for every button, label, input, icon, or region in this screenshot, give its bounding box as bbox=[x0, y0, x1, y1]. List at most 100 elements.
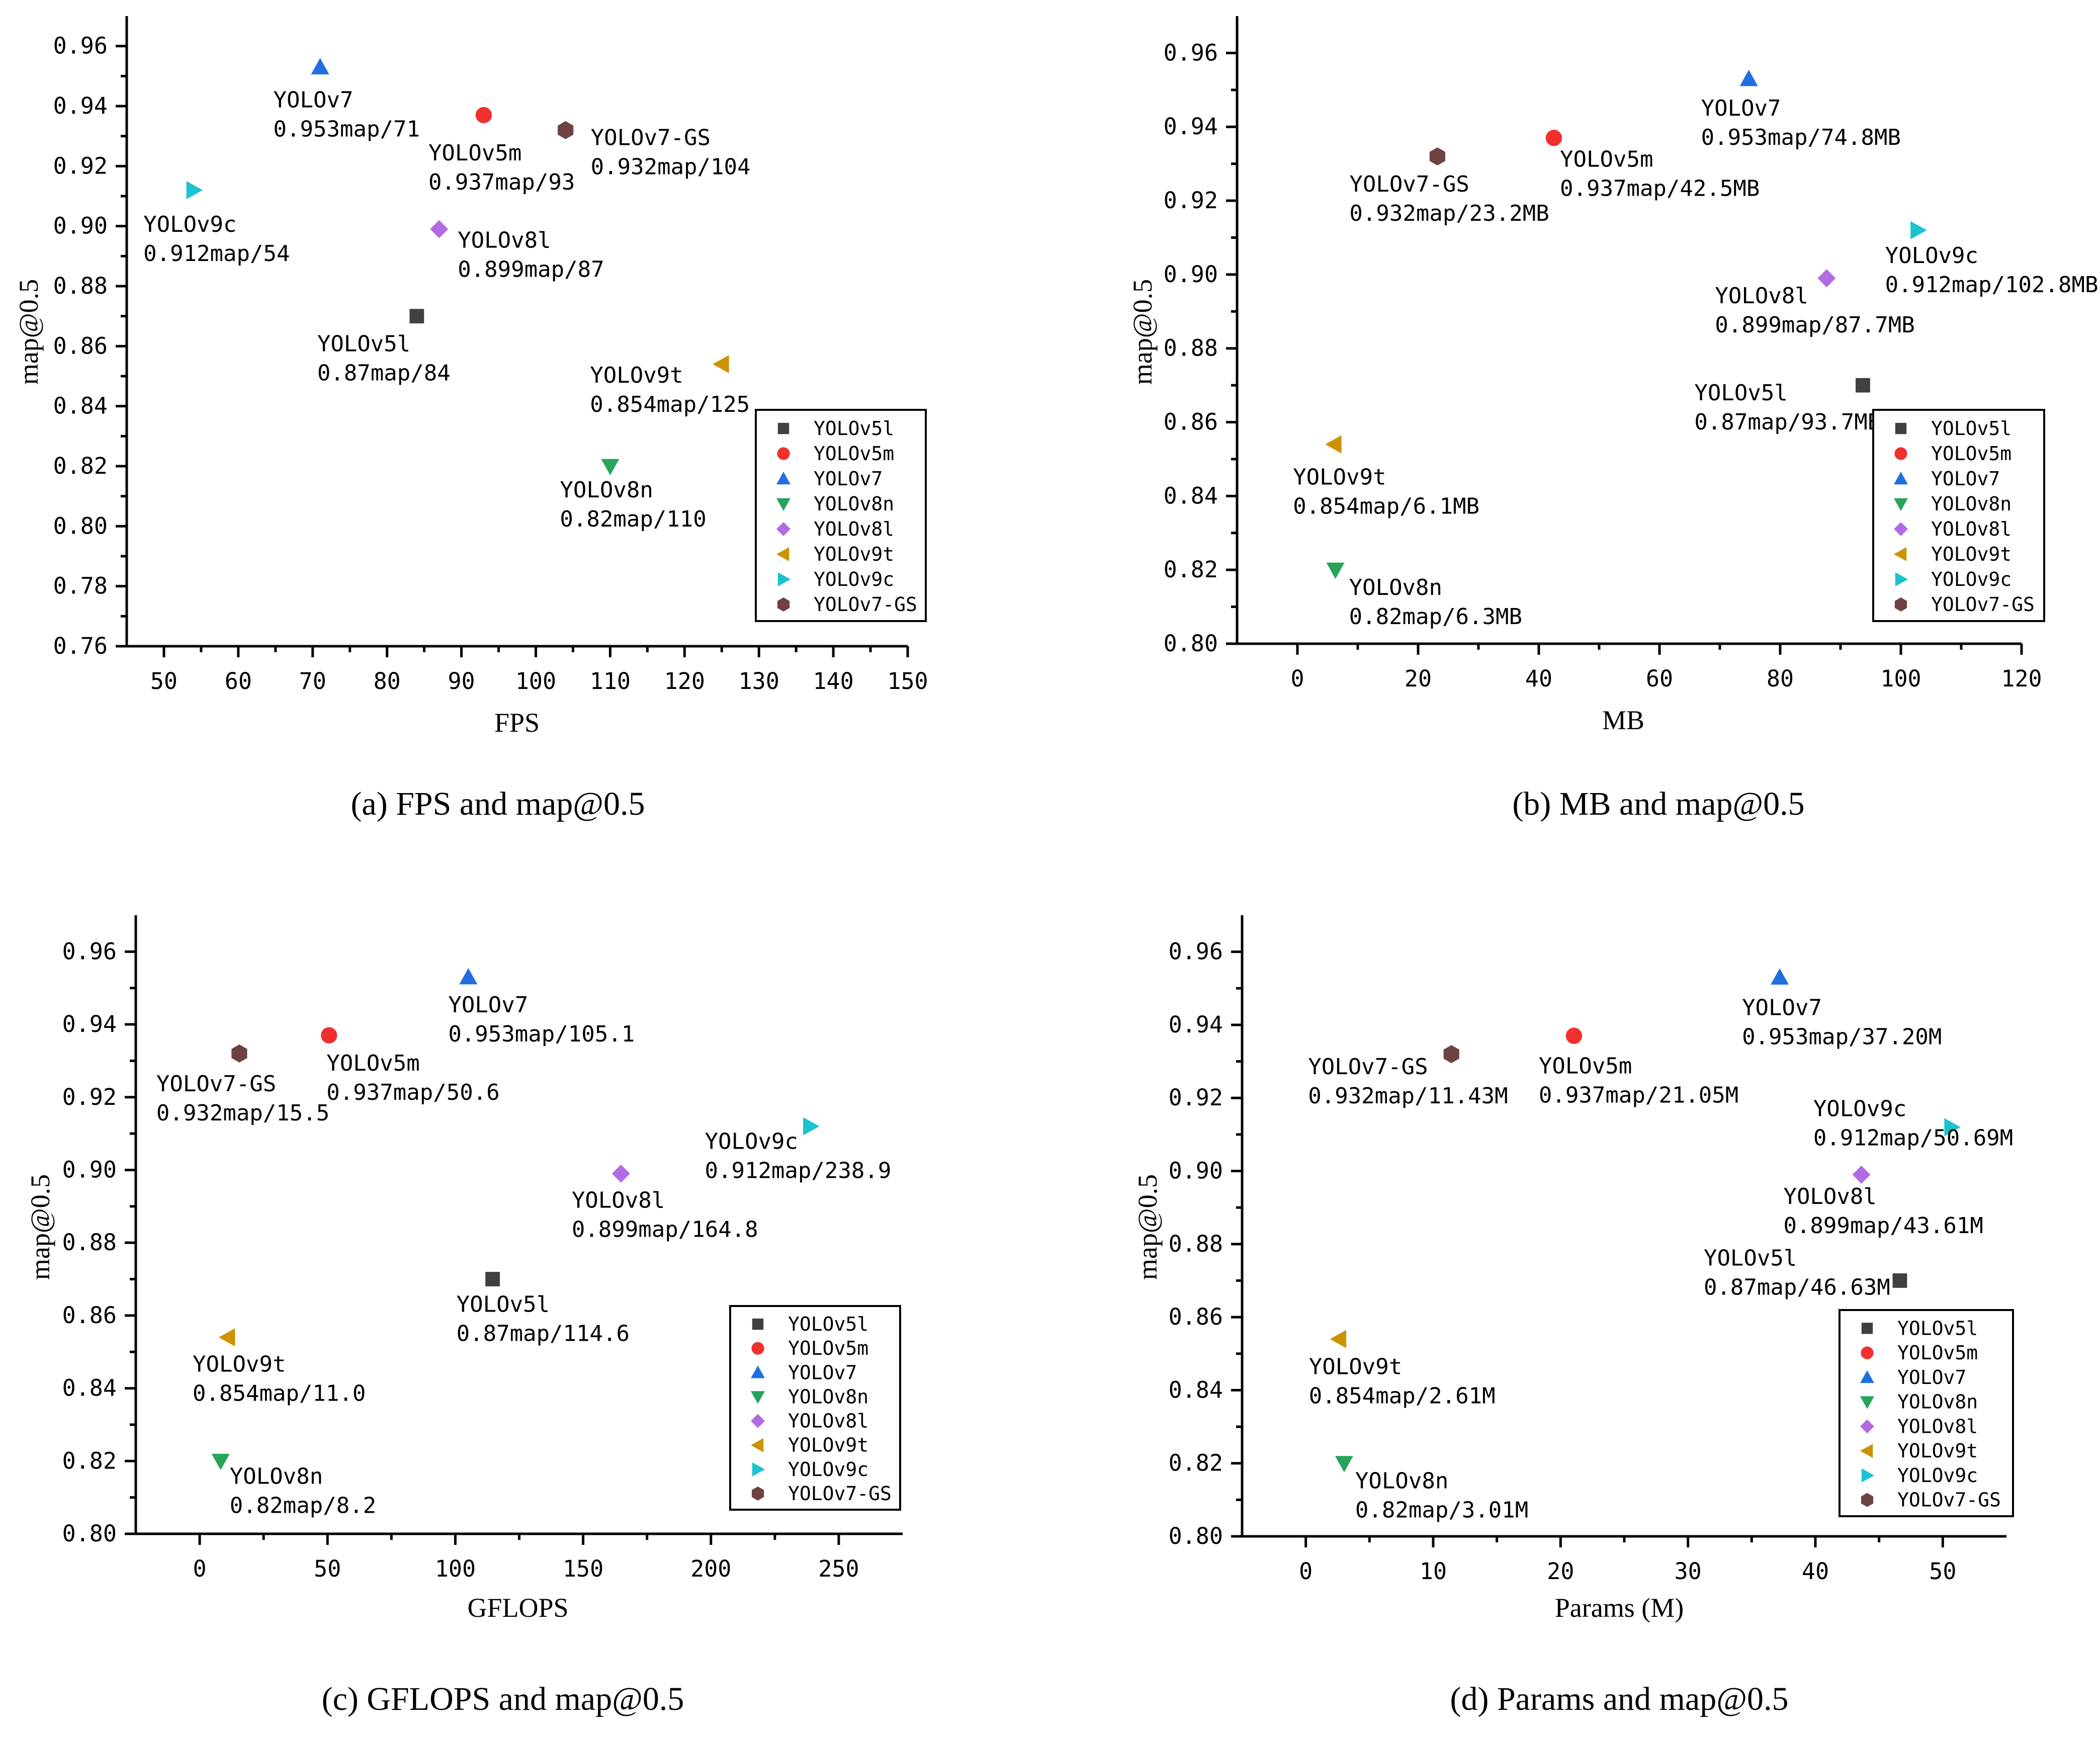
point-label-value: 0.854map/2.61M bbox=[1309, 1383, 1496, 1409]
y-tick-label: 0.84 bbox=[1164, 482, 1218, 509]
data-point-yolov8l bbox=[1817, 269, 1836, 288]
y-tick-label: 0.86 bbox=[53, 332, 108, 359]
panel-caption: (c) GFLOPS and map@0.5 bbox=[322, 1681, 684, 1717]
y-tick-label: 0.80 bbox=[53, 512, 108, 539]
legend-marker-yolov8l bbox=[751, 1414, 765, 1428]
point-label-value: 0.87map/46.63M bbox=[1704, 1274, 1890, 1300]
legend-label: YOLOv7-GS bbox=[788, 1483, 892, 1505]
y-tick-label: 0.94 bbox=[53, 93, 108, 119]
x-tick-label: 130 bbox=[739, 668, 779, 694]
point-label-value: 0.854map/125 bbox=[590, 392, 750, 417]
x-tick-label: 40 bbox=[1802, 1558, 1829, 1585]
chart-panel-3: 0.80 0.82 0.84 0.86 0.88 0.90 0.92 0.94 0.96 0 50 1… bbox=[25, 915, 903, 1717]
chart-panel-2: 0.80 0.82 0.84 0.86 0.88 0.90 0.92 0.94 0.96 0 20 4… bbox=[1127, 16, 2098, 822]
legend-label: YOLOv7 bbox=[1931, 468, 2000, 490]
point-label-value: 0.932map/104 bbox=[591, 154, 751, 180]
y-tick-label: 0.80 bbox=[1164, 630, 1218, 657]
legend-marker-yolov7 bbox=[1860, 1370, 1874, 1383]
data-point-yolov9t bbox=[219, 1328, 235, 1347]
point-label-model: YOLOv5m bbox=[428, 140, 521, 166]
legend-marker-yolov7-gs bbox=[777, 597, 790, 612]
y-tick-label: 0.92 bbox=[53, 152, 108, 179]
y-tick-label: 0.92 bbox=[1169, 1084, 1223, 1111]
legend-box bbox=[729, 1305, 901, 1511]
y-tick-label: 0.82 bbox=[62, 1447, 117, 1474]
legend-label: YOLOv7-GS bbox=[1931, 593, 2035, 616]
x-tick-label: 50 bbox=[150, 668, 178, 694]
point-label-value: 0.932map/11.43M bbox=[1308, 1083, 1508, 1109]
data-point-yolov8l bbox=[430, 220, 449, 238]
data-point-yolov5m bbox=[475, 107, 492, 124]
legend-marker-yolov9c bbox=[1861, 1468, 1874, 1483]
y-tick-label: 0.88 bbox=[1164, 335, 1218, 362]
point-label-value: 0.953map/105.1 bbox=[448, 1021, 635, 1047]
point-label-model: YOLOv9t bbox=[590, 363, 683, 388]
point-label-value: 0.899map/164.8 bbox=[572, 1217, 758, 1243]
legend-label: YOLOv5m bbox=[814, 443, 894, 465]
point-label-value: 0.937map/93 bbox=[428, 169, 575, 195]
legend-marker-yolov5l bbox=[777, 422, 790, 434]
point-label-value: 0.932map/15.5 bbox=[156, 1100, 329, 1126]
legend-marker-yolov9c bbox=[752, 1462, 765, 1476]
data-point-yolov5l bbox=[1892, 1273, 1907, 1288]
legend-marker-yolov7-gs bbox=[1861, 1493, 1874, 1507]
x-axis-title: FPS bbox=[494, 708, 540, 738]
x-tick-label: 90 bbox=[448, 668, 475, 694]
y-tick-label: 0.86 bbox=[62, 1302, 117, 1329]
chart-panel-1: 0.76 0.78 0.80 0.82 0.84 0.86 0.88 0.90 0.92 0.94… bbox=[14, 16, 928, 822]
legend-marker-yolov5m bbox=[777, 447, 790, 460]
data-point-yolov8n bbox=[1335, 1456, 1353, 1472]
legend-marker-yolov8n bbox=[776, 498, 791, 511]
data-point-yolov8l bbox=[611, 1164, 630, 1183]
y-tick-label: 0.94 bbox=[1169, 1011, 1223, 1038]
y-tick-label: 0.82 bbox=[53, 453, 108, 479]
legend-marker-yolov9c bbox=[1895, 572, 1908, 586]
data-point-yolov5l bbox=[485, 1272, 500, 1286]
legend-label: YOLOv8l bbox=[1897, 1415, 1978, 1437]
legend-label: YOLOv9t bbox=[788, 1434, 868, 1456]
legend-marker-yolov8n bbox=[1894, 498, 1908, 511]
point-label-model: YOLOv9c bbox=[1813, 1096, 1906, 1121]
y-axis-title: map@0.5 bbox=[25, 1174, 55, 1280]
point-label-value: 0.912map/54 bbox=[143, 241, 290, 267]
data-point-yolov9c bbox=[1944, 1118, 1961, 1137]
y-tick-label: 0.96 bbox=[1169, 938, 1223, 965]
point-label-model: YOLOv9t bbox=[193, 1351, 286, 1377]
x-tick-label: 0 bbox=[1299, 1558, 1312, 1585]
point-label-model: YOLOv9t bbox=[1293, 465, 1386, 490]
legend-label: YOLOv7 bbox=[1897, 1366, 1966, 1388]
x-axis-title: Params (M) bbox=[1555, 1593, 1684, 1623]
data-point-yolov9t bbox=[1325, 435, 1342, 454]
point-label-value: 0.912map/238.9 bbox=[705, 1158, 891, 1184]
x-tick-label: 110 bbox=[590, 668, 631, 694]
y-tick-label: 0.86 bbox=[1169, 1304, 1223, 1330]
y-tick-label: 0.92 bbox=[1164, 187, 1218, 214]
x-tick-label: 150 bbox=[887, 668, 928, 694]
data-point-yolov9t bbox=[1330, 1330, 1347, 1348]
legend-marker-yolov5l bbox=[1861, 1323, 1873, 1334]
x-tick-label: 250 bbox=[818, 1555, 859, 1582]
legend-label: YOLOv7-GS bbox=[1897, 1489, 2001, 1511]
point-label-model: YOLOv8n bbox=[560, 477, 653, 503]
x-tick-label: 60 bbox=[225, 668, 252, 694]
x-tick-label: 60 bbox=[1646, 665, 1673, 692]
legend-label: YOLOv5l bbox=[814, 417, 894, 440]
x-tick-label: 100 bbox=[515, 668, 556, 694]
legend-label: YOLOv9t bbox=[1931, 543, 2011, 565]
legend-marker-yolov9c bbox=[777, 572, 791, 586]
legend-label: YOLOv5l bbox=[1931, 417, 2011, 440]
point-label-model: YOLOv7 bbox=[274, 87, 354, 113]
data-point-yolov5m bbox=[321, 1027, 337, 1044]
point-label-value: 0.82map/8.2 bbox=[230, 1493, 376, 1518]
y-tick-label: 0.88 bbox=[1169, 1231, 1223, 1257]
legend-marker-yolov7 bbox=[1894, 472, 1908, 485]
legend-marker-yolov8n bbox=[1860, 1396, 1874, 1409]
y-tick-label: 0.84 bbox=[1169, 1376, 1223, 1403]
y-tick-label: 0.82 bbox=[1169, 1450, 1223, 1476]
x-tick-label: 50 bbox=[314, 1555, 341, 1582]
legend-marker-yolov9t bbox=[776, 547, 790, 561]
legend-label: YOLOv8n bbox=[1897, 1391, 1978, 1413]
point-label-value: 0.912map/102.8MB bbox=[1885, 272, 2098, 298]
legend-label: YOLOv5m bbox=[788, 1337, 868, 1359]
legend-marker-yolov7-gs bbox=[751, 1486, 764, 1501]
